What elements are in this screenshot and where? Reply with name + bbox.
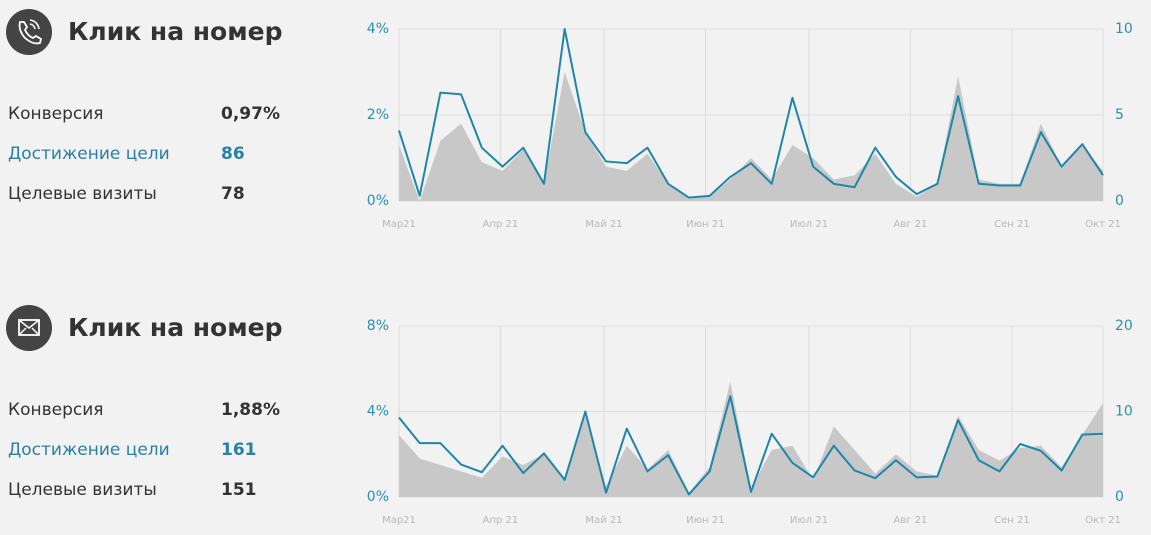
line	[398, 28, 1104, 199]
y-tick-label: 4%	[367, 21, 389, 37]
x-tick-label: Май 21	[585, 515, 622, 526]
y-tick-label: 2%	[367, 107, 389, 123]
y2-tick-label: 20	[1115, 318, 1133, 334]
x-tick-label: Апр 21	[483, 515, 519, 526]
line	[398, 395, 1104, 496]
panel-title: Клик на номер	[68, 313, 283, 342]
stat-value: 161	[221, 440, 257, 460]
panel-title: Клик на номер	[68, 17, 283, 46]
stat-value: 78	[221, 184, 245, 204]
stat-value: 151	[221, 480, 257, 500]
x-tick-label: Июн 21	[686, 219, 724, 230]
y2-tick-label: 5	[1115, 107, 1124, 123]
y-tick-label: 8%	[367, 318, 389, 334]
x-tick-label: Июл 21	[790, 219, 828, 230]
stat-label: Достижение цели	[8, 440, 170, 460]
x-tick-label: Авг 21	[893, 219, 927, 230]
x-tick-label: Окт 21	[1085, 219, 1121, 230]
stat-label: Конверсия	[8, 400, 103, 420]
x-tick-label: Мар21	[382, 515, 416, 526]
icon	[6, 9, 52, 55]
x-tick-label: Июл 21	[790, 515, 828, 526]
area	[399, 381, 1103, 497]
area	[399, 72, 1103, 201]
stat-label: Конверсия	[8, 104, 103, 124]
stat-label: Достижение цели	[8, 144, 170, 164]
y-tick-label: 0%	[367, 193, 389, 209]
x-tick-label: Окт 21	[1085, 515, 1121, 526]
y2-tick-label: 0	[1115, 193, 1124, 209]
y-tick-label: 4%	[367, 404, 389, 420]
y2-tick-label: 0	[1115, 489, 1124, 505]
x-tick-label: Авг 21	[893, 515, 927, 526]
x-tick-label: Май 21	[585, 219, 622, 230]
x-tick-label: Апр 21	[483, 219, 519, 230]
stat-value: 86	[221, 144, 245, 164]
x-tick-label: Июн 21	[686, 515, 724, 526]
stat-value: 1,88%	[221, 400, 280, 420]
stat-label: Целевые визиты	[8, 480, 157, 500]
stat-value: 0,97%	[221, 104, 280, 124]
stat-label: Целевые визиты	[8, 184, 157, 204]
y2-tick-label: 10	[1115, 21, 1133, 37]
y-tick-label: 0%	[367, 489, 389, 505]
x-tick-label: Мар21	[382, 219, 416, 230]
y2-tick-label: 10	[1115, 404, 1133, 420]
x-tick-label: Сен 21	[994, 219, 1030, 230]
x-tick-label: Сен 21	[994, 515, 1030, 526]
icon	[6, 305, 52, 351]
